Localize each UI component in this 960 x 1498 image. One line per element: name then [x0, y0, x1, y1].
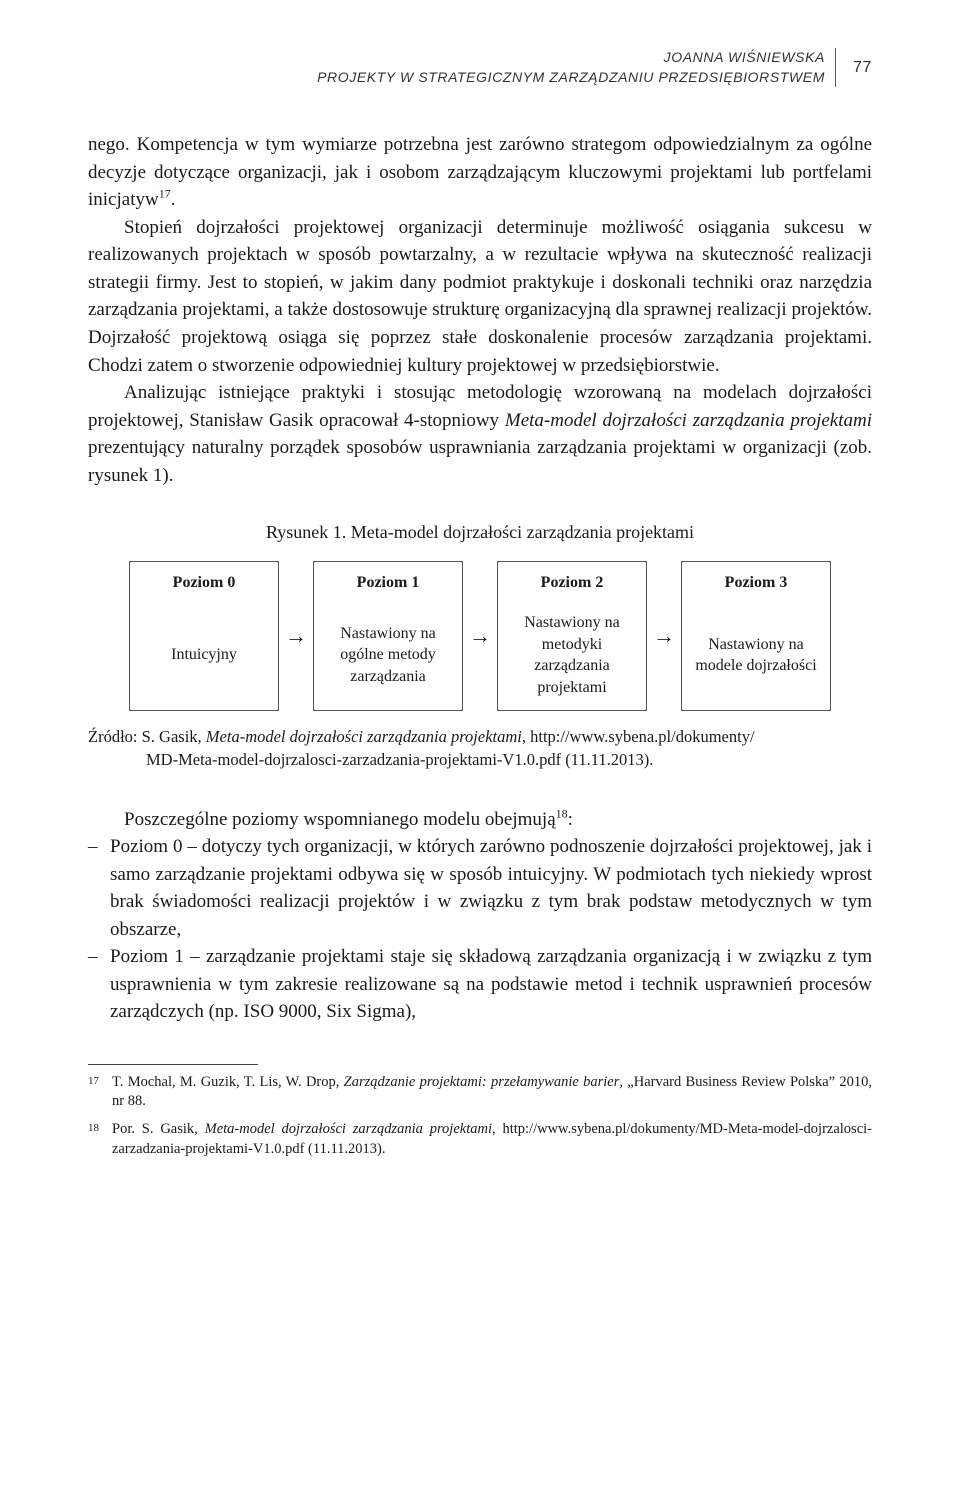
level-desc: Nastawiony na metodyki zarządzania proje… [506, 612, 638, 698]
footnote-number: 17 [88, 1073, 112, 1112]
level-title: Poziom 0 [138, 572, 270, 594]
list-item: – Poziom 0 – dotyczy tych organizacji, w… [88, 833, 872, 943]
footnote-17: 17 T. Mochal, M. Guzik, T. Lis, W. Drop,… [88, 1073, 872, 1112]
level-box-1: Poziom 1 Nastawiony na ogólne metody zar… [313, 561, 463, 711]
figure-source: Źródło: S. Gasik, Meta-model dojrzałości… [88, 725, 872, 771]
level-title: Poziom 3 [690, 572, 822, 594]
dash-bullet: – [88, 943, 110, 1026]
header-author: JOANNA WIŚNIEWSKA [317, 48, 825, 68]
f18-italic: Meta-model dojrzałości zarządzania proje… [205, 1121, 492, 1137]
intro-footnote-ref: 18 [556, 806, 568, 820]
list-intro: Poszczególne poziomy wspomnianego modelu… [88, 806, 872, 834]
intro-a: Poszczególne poziomy wspomnianego modelu… [124, 809, 556, 830]
paragraph-1: nego. Kompetencja w tym wymiarze potrzeb… [88, 131, 872, 214]
p1-tail: . [171, 189, 176, 210]
running-header: JOANNA WIŚNIEWSKA PROJEKTY W STRATEGICZN… [88, 48, 872, 87]
body-text: nego. Kompetencja w tym wymiarze potrzeb… [88, 131, 872, 489]
p1-footnote-ref: 17 [159, 187, 171, 201]
footnote-text: T. Mochal, M. Guzik, T. Lis, W. Drop, Za… [112, 1073, 872, 1112]
p1-lead: nego. Kompetencja w tym wymiarze potrzeb… [88, 134, 872, 210]
level-title: Poziom 1 [322, 572, 454, 594]
arrow-icon: → [463, 561, 497, 711]
p3-italic: Meta-model dojrzałości zarządzania proje… [505, 410, 872, 431]
source-italic: Meta-model dojrzałości zarządzania proje… [206, 727, 522, 746]
page-number: 77 [836, 48, 872, 87]
post-figure-text: Poszczególne poziomy wspomnianego modelu… [88, 806, 872, 1026]
footnote-text: Por. S. Gasik, Meta-model dojrzałości za… [112, 1120, 872, 1159]
footnote-18: 18 Por. S. Gasik, Meta-model dojrzałości… [88, 1120, 872, 1159]
f18-a: Por. S. Gasik, [112, 1121, 205, 1137]
dash-bullet: – [88, 833, 110, 943]
paragraph-2: Stopień dojrzałości projektowej organiza… [88, 214, 872, 379]
level-desc: Nastawiony na ogólne metody zarządzania [322, 612, 454, 698]
level-title: Poziom 2 [506, 572, 638, 594]
paragraph-3: Analizując istniejące praktyki i stosują… [88, 379, 872, 489]
arrow-icon: → [647, 561, 681, 711]
header-titles: JOANNA WIŚNIEWSKA PROJEKTY W STRATEGICZN… [317, 48, 836, 87]
f17-italic: Zarządzanie projektami: przełamywanie ba… [344, 1074, 620, 1090]
list-item-text: Poziom 0 – dotyczy tych organizacji, w k… [110, 833, 872, 943]
list-item-text: Poziom 1 – zarządzanie projektami staje … [110, 943, 872, 1026]
level-box-0: Poziom 0 Intuicyjny [129, 561, 279, 711]
source-line2: MD-Meta-model-dojrzalosci-zarzadzania-pr… [88, 748, 872, 771]
footnote-rule [88, 1064, 258, 1065]
footnote-number: 18 [88, 1120, 112, 1159]
level-desc: Nastawiony na modele dojrzałości [690, 612, 822, 698]
level-box-2: Poziom 2 Nastawiony na metodyki zarządza… [497, 561, 647, 711]
p3-c: prezentujący naturalny porządek sposobów… [88, 437, 872, 486]
footnotes: 17 T. Mochal, M. Guzik, T. Lis, W. Drop,… [88, 1073, 872, 1159]
level-box-3: Poziom 3 Nastawiony na modele dojrzałośc… [681, 561, 831, 711]
f17-a: T. Mochal, M. Guzik, T. Lis, W. Drop, [112, 1074, 344, 1090]
figure-caption: Rysunek 1. Meta-model dojrzałości zarząd… [88, 519, 872, 545]
intro-b: : [568, 809, 573, 830]
maturity-diagram: Poziom 0 Intuicyjny → Poziom 1 Nastawion… [88, 561, 872, 711]
arrow-icon: → [279, 561, 313, 711]
source-label: Źródło: S. Gasik, [88, 727, 206, 746]
source-tail: , http://www.sybena.pl/dokumenty/ [522, 727, 755, 746]
list-item: – Poziom 1 – zarządzanie projektami staj… [88, 943, 872, 1026]
level-desc: Intuicyjny [138, 612, 270, 698]
level-list: – Poziom 0 – dotyczy tych organizacji, w… [88, 833, 872, 1026]
header-subtitle: PROJEKTY W STRATEGICZNYM ZARZĄDZANIU PRZ… [317, 68, 825, 88]
